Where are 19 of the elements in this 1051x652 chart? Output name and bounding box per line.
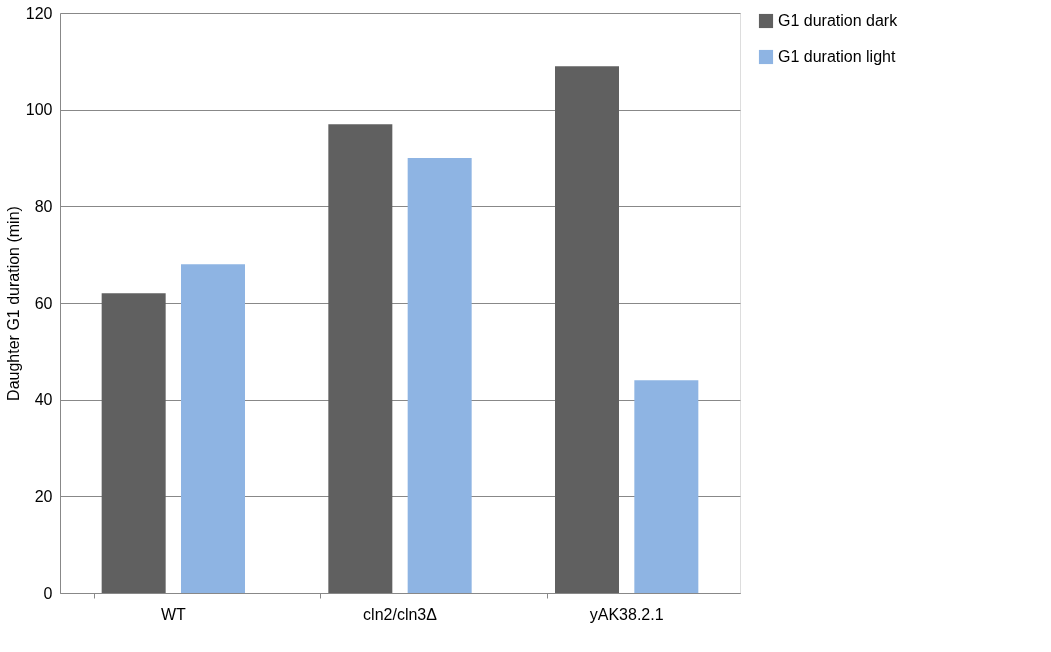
x-tick-label: yAK38.2.1 <box>589 605 664 623</box>
y-tick-label: 120 <box>25 4 53 22</box>
legend-label: G1 duration dark <box>778 12 899 29</box>
bar <box>328 124 393 593</box>
bar <box>101 293 166 593</box>
bar <box>407 158 472 593</box>
bar <box>634 380 699 593</box>
y-tick-label: 60 <box>34 294 53 312</box>
y-tick-label: 40 <box>34 391 53 409</box>
legend-label: G1 duration light <box>778 48 896 65</box>
y-tick-label: 100 <box>25 101 53 119</box>
y-tick-label: 0 <box>43 584 53 602</box>
y-tick-label: 80 <box>34 197 53 215</box>
bar <box>555 66 619 593</box>
y-tick-label: 20 <box>34 487 53 505</box>
bar <box>181 264 245 593</box>
x-tick-label: cln2/cln3Δ <box>363 605 438 623</box>
x-tick-label: WT <box>160 605 186 623</box>
y-axis-title: Daughter G1 duration (min) <box>4 206 22 401</box>
